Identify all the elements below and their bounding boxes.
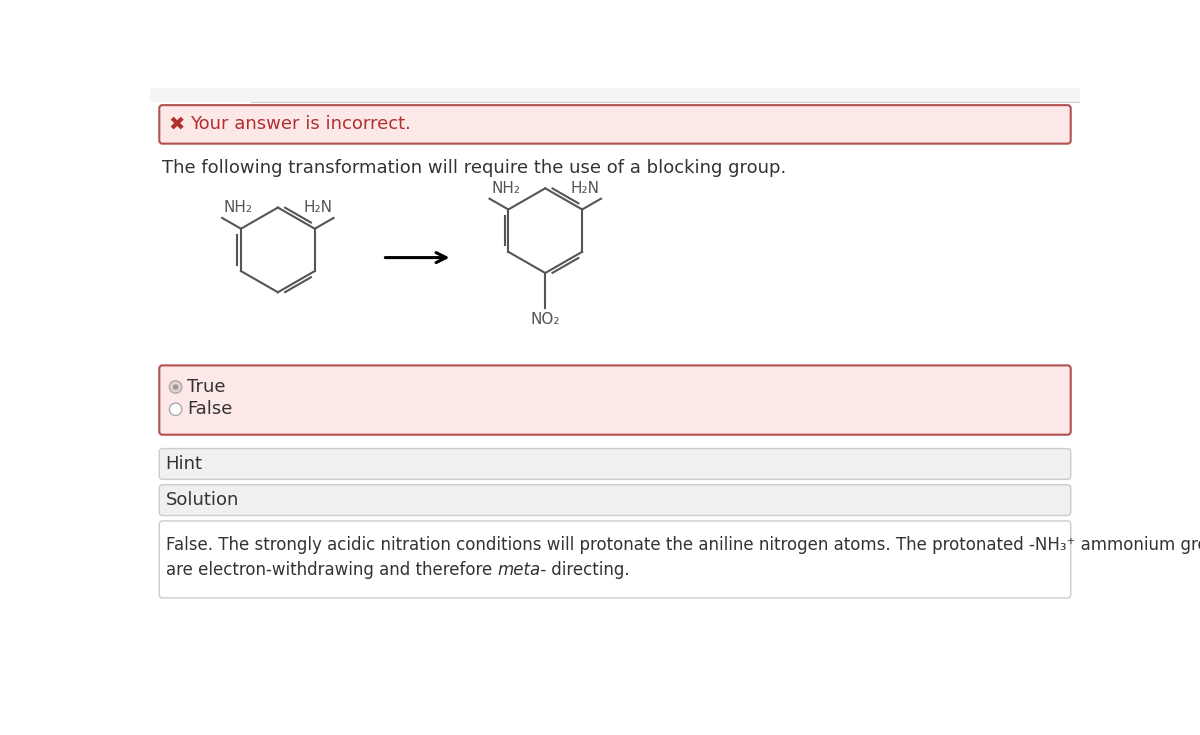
Text: meta-: meta-: [497, 561, 546, 579]
Text: H₂N: H₂N: [304, 200, 332, 215]
Bar: [150, 88, 1080, 102]
Circle shape: [173, 384, 179, 390]
FancyBboxPatch shape: [160, 365, 1070, 434]
Text: Hint: Hint: [166, 455, 203, 473]
Text: False: False: [187, 401, 233, 418]
Text: False. The strongly acidic nitration conditions will protonate the aniline nitro: False. The strongly acidic nitration con…: [166, 537, 1200, 554]
Text: directing.: directing.: [546, 561, 630, 579]
Text: Solution: Solution: [166, 491, 239, 509]
Text: True: True: [187, 378, 226, 396]
FancyBboxPatch shape: [160, 521, 1070, 598]
FancyBboxPatch shape: [160, 448, 1070, 479]
FancyBboxPatch shape: [160, 485, 1070, 515]
Text: ✖: ✖: [168, 115, 185, 134]
Text: H₂N: H₂N: [570, 181, 600, 196]
Text: NH₂: NH₂: [491, 181, 520, 196]
FancyBboxPatch shape: [160, 105, 1070, 143]
Circle shape: [169, 381, 181, 393]
Text: The following transformation will require the use of a blocking group.: The following transformation will requir…: [162, 159, 786, 177]
Text: NO₂: NO₂: [530, 312, 560, 327]
Circle shape: [169, 403, 181, 415]
Text: NH₂: NH₂: [223, 200, 253, 215]
Text: are electron-withdrawing and therefore: are electron-withdrawing and therefore: [166, 561, 497, 579]
Text: Your answer is incorrect.: Your answer is incorrect.: [191, 115, 412, 133]
